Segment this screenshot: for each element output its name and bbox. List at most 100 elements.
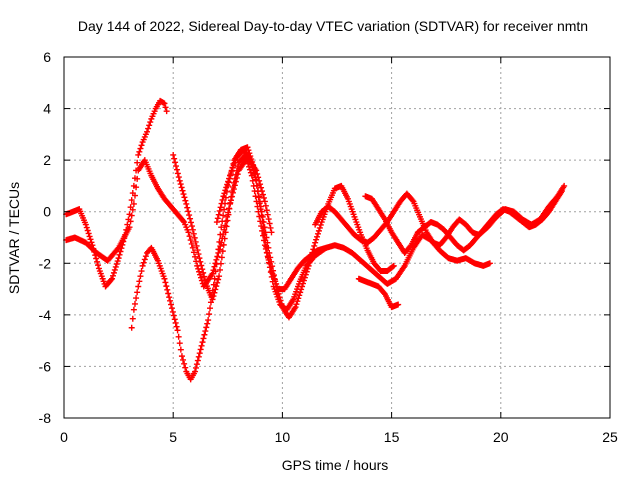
data-point [171,155,178,162]
x-tick-label: 20 [493,429,509,445]
data-point [127,218,134,225]
data-point [248,161,255,168]
data-point [217,243,224,250]
series-arc-6 [312,182,568,249]
series-arc-1 [63,97,170,290]
data-point [215,246,222,253]
data-point [200,269,207,276]
data-point [189,244,196,251]
data-point [168,301,175,308]
data-point [194,357,201,364]
grid [64,57,610,418]
data-point [179,187,186,194]
data-point [175,174,182,181]
axis-ticks [63,56,611,419]
data-point [128,324,135,331]
data-point [134,159,141,166]
data-point [136,278,143,285]
data-point [192,253,199,260]
data-point [314,230,321,237]
data-point [181,194,188,201]
data-point [269,263,276,270]
x-tick-label: 0 [60,429,68,445]
data-point [217,231,224,238]
data-point [164,286,171,293]
data-point [207,305,214,312]
data-point [267,254,274,261]
data-point [193,361,200,368]
data-point [274,287,281,294]
data-point [231,175,238,182]
data-point [214,253,221,260]
data-point [315,227,322,234]
data-point [84,227,91,234]
data-point [197,271,204,278]
data-point [224,181,231,188]
data-point [219,218,226,225]
data-point [299,280,306,287]
data-point [88,239,95,246]
data-point [197,258,204,265]
data-point [172,319,179,326]
data-point [163,108,170,115]
data-point [217,266,223,273]
data-point [219,196,226,203]
data-point [256,193,262,200]
data-point [272,280,279,287]
data-point [390,262,397,269]
data-point [185,229,192,236]
data-point [214,279,221,286]
data-point [191,234,198,241]
data-point [307,256,314,263]
data-point [161,100,168,107]
data-point [253,177,260,184]
data-point [136,148,143,155]
data-point [313,236,320,243]
data-point [172,159,179,166]
data-point [94,258,101,265]
data-point [204,320,211,327]
data-point [190,230,197,237]
data-point [309,249,316,256]
data-point [264,211,271,218]
data-point [113,261,120,268]
chart-title: Day 144 of 2022, Sidereal Day-to-day VTE… [78,18,588,34]
data-point [188,223,195,230]
data-point [185,208,192,215]
data-point [212,260,219,267]
data-point [244,144,251,151]
data-point [183,200,190,207]
data-point [134,289,141,296]
data-point [220,212,227,219]
data-point [216,207,223,214]
data-point [292,304,299,311]
y-axis-label: SDTVAR / TECUs [6,182,22,294]
data-point [409,197,416,204]
data-point [133,184,140,191]
data-point [181,360,188,367]
data-point [213,219,220,226]
data-point [225,178,232,185]
data-point [178,353,185,360]
data-point [182,197,189,204]
data-point [82,221,89,228]
data-point [115,255,122,262]
data-point [192,364,199,371]
data-point [108,276,115,283]
data-point [83,224,90,231]
data-point [187,219,194,226]
data-point [223,184,230,191]
data-point [131,300,138,307]
data-point [302,271,309,278]
data-point [166,294,173,301]
data-point [267,224,274,231]
data-point [301,274,308,281]
data-point [257,203,264,210]
data-point [558,188,565,195]
data-point [230,184,237,191]
data-point [137,273,144,280]
data-point [135,283,142,290]
data-point [129,206,136,213]
data-point [200,335,207,342]
